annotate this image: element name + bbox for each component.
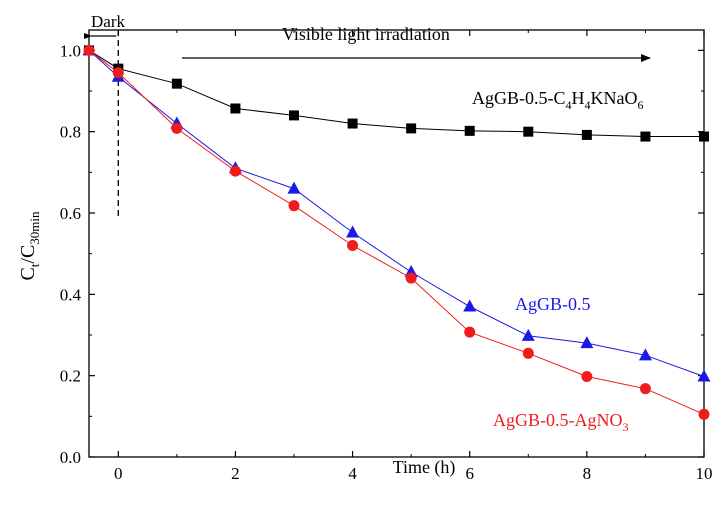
y-tick-label: 0.8 <box>60 123 81 142</box>
x-tick-label: 10 <box>696 464 713 483</box>
y-tick-label: 0.6 <box>60 204 81 223</box>
series-label-subscript: 3 <box>623 420 629 434</box>
data-point <box>521 328 535 341</box>
series-line <box>88 49 705 415</box>
data-point <box>171 122 183 134</box>
series-label-text: KNaO <box>591 88 638 108</box>
y-label-sub2: 30min <box>27 211 42 245</box>
x-tick-label: 2 <box>231 464 240 483</box>
data-point <box>112 67 124 79</box>
series-label-text: AgGB-0.5-C <box>472 88 566 108</box>
y-tick-label: 0.0 <box>60 448 81 467</box>
series-label-text: AgGB-0.5 <box>515 294 591 314</box>
y-tick-label: 1.0 <box>60 41 81 60</box>
data-point <box>289 110 299 121</box>
y-tick-label: 0.4 <box>60 285 82 304</box>
data-point <box>346 225 360 238</box>
data-point <box>287 181 301 194</box>
data-point <box>581 129 592 140</box>
data-point <box>171 78 182 89</box>
data-point <box>698 408 710 420</box>
data-point <box>699 131 709 142</box>
data-point <box>581 370 593 382</box>
series-0: AgGB-0.5-C4H4KNaO6 <box>84 45 709 142</box>
data-point <box>347 118 358 129</box>
data-point <box>405 272 417 284</box>
data-point <box>638 348 652 361</box>
series-label-subscript: 4 <box>585 98 591 112</box>
dark-label: Dark <box>91 12 125 31</box>
data-point <box>406 123 417 134</box>
data-point <box>522 347 534 359</box>
series-label-subscript: 6 <box>638 98 644 112</box>
data-point <box>229 165 241 177</box>
y-label-sep: /C <box>17 245 39 264</box>
light-label: Visible light irradiation <box>282 24 450 44</box>
y-label-main: C <box>17 267 39 280</box>
annotations: Dark Visible light irradiation <box>91 12 450 44</box>
x-tick-label: 0 <box>114 464 123 483</box>
data-point <box>347 240 359 252</box>
y-tick-label: 0.2 <box>60 367 81 386</box>
y-axis-label: Ct/C30min <box>17 211 42 281</box>
data-point <box>640 131 651 142</box>
axes: 0 2 4 6 8 10 0.0 0.2 0.4 0.6 0.8 1.0 <box>60 29 713 483</box>
data-point <box>464 326 476 338</box>
series-label-text: AgGB-0.5-AgNO <box>493 410 623 430</box>
data-point <box>464 125 475 136</box>
x-axis-label: Time (h) <box>393 457 456 478</box>
data-point <box>83 44 95 56</box>
series-line <box>88 49 704 137</box>
data-point <box>697 369 711 382</box>
series-line <box>88 49 705 377</box>
data-point <box>230 103 241 114</box>
series-label: AgGB-0.5 <box>515 294 591 314</box>
series-label: AgGB-0.5-C4H4KNaO6 <box>472 88 644 112</box>
x-tick-label: 4 <box>348 464 357 483</box>
series-2: AgGB-0.5-AgNO3 <box>83 44 710 434</box>
y-label-sub1: t <box>27 263 42 267</box>
data-point <box>463 299 477 312</box>
x-tick-label: 8 <box>583 464 592 483</box>
plot-frame <box>88 29 705 458</box>
data-point <box>523 126 534 137</box>
data-point <box>288 200 300 212</box>
x-tick-label: 6 <box>465 464 474 483</box>
data-point <box>639 383 651 395</box>
series-label-subscript: 4 <box>566 98 572 112</box>
data-point <box>580 336 594 349</box>
series-label-text: H <box>572 88 585 108</box>
series-label: AgGB-0.5-AgNO3 <box>493 410 629 434</box>
